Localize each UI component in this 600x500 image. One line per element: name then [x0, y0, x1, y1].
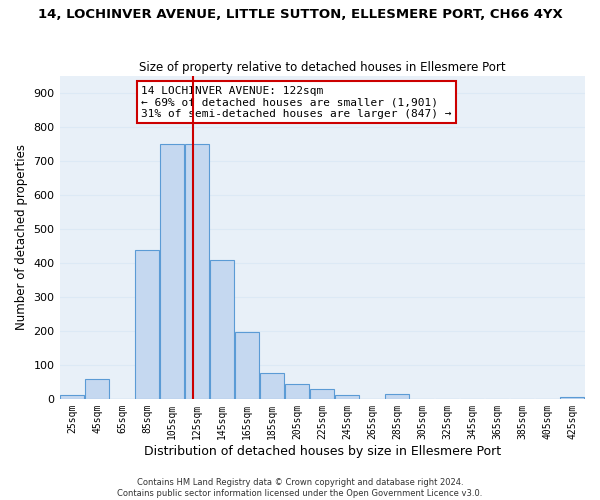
Bar: [185, 144, 209, 399]
Bar: [260, 373, 284, 399]
Text: 14, LOCHINVER AVENUE, LITTLE SUTTON, ELLESMERE PORT, CH66 4YX: 14, LOCHINVER AVENUE, LITTLE SUTTON, ELL…: [38, 8, 562, 20]
Bar: [135, 250, 159, 399]
Bar: [335, 396, 359, 399]
Bar: [210, 260, 234, 399]
Bar: [235, 332, 259, 399]
Bar: [85, 379, 109, 399]
Bar: [60, 396, 84, 399]
Y-axis label: Number of detached properties: Number of detached properties: [15, 144, 28, 330]
Bar: [310, 388, 334, 399]
X-axis label: Distribution of detached houses by size in Ellesmere Port: Distribution of detached houses by size …: [144, 444, 501, 458]
Text: 14 LOCHINVER AVENUE: 122sqm
← 69% of detached houses are smaller (1,901)
31% of : 14 LOCHINVER AVENUE: 122sqm ← 69% of det…: [141, 86, 451, 119]
Title: Size of property relative to detached houses in Ellesmere Port: Size of property relative to detached ho…: [139, 60, 506, 74]
Bar: [385, 394, 409, 399]
Text: Contains HM Land Registry data © Crown copyright and database right 2024.
Contai: Contains HM Land Registry data © Crown c…: [118, 478, 482, 498]
Bar: [160, 144, 184, 399]
Bar: [560, 397, 584, 399]
Bar: [285, 384, 309, 399]
